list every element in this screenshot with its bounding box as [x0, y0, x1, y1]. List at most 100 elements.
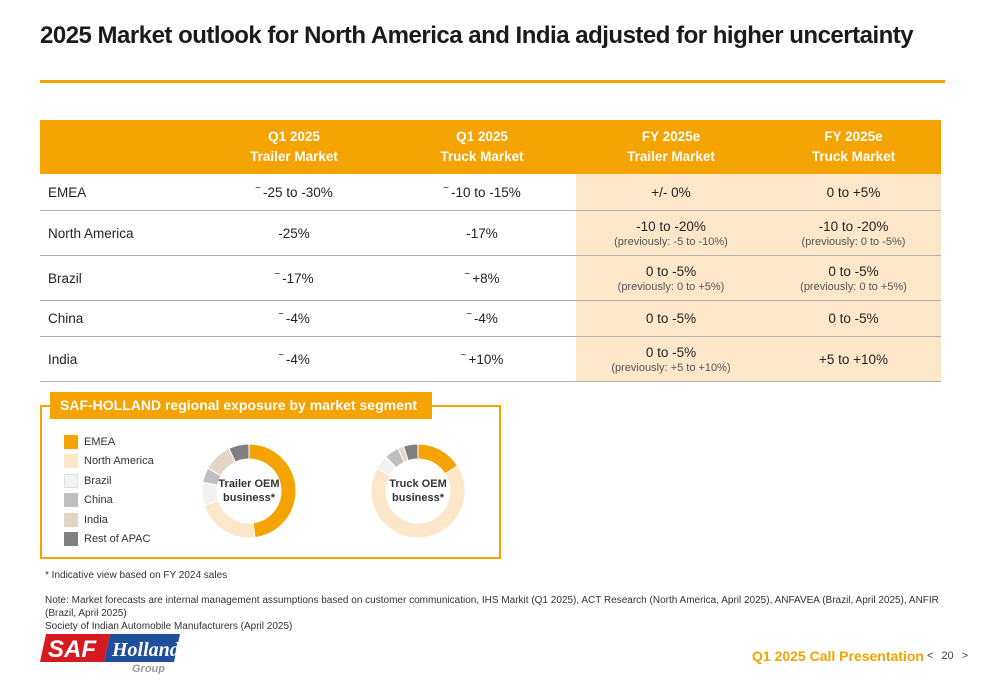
approx-symbol: ~	[466, 309, 472, 320]
header-fy-truck: FY 2025e Truck Market	[766, 120, 941, 174]
cell-region: China	[40, 301, 200, 336]
value-text: -4%	[285, 351, 310, 367]
value-text: -17%	[466, 225, 498, 241]
legend-swatch	[64, 454, 78, 469]
legend-item: India	[64, 510, 154, 530]
value-line: ~ -25 to -30%	[255, 182, 333, 200]
forecast-value: 0 to -5%	[828, 311, 879, 326]
trailer-oem-donut: Trailer OEM business*	[198, 432, 300, 550]
value-text: -4%	[473, 311, 498, 326]
donut-slice-north-america	[370, 465, 466, 539]
truck-oem-donut: Truck OEM business*	[367, 432, 469, 550]
value-line: ~ +8%	[464, 268, 499, 286]
header-q1-trailer-line2: Trailer Market	[250, 149, 338, 164]
next-page-button[interactable]: >	[961, 650, 969, 662]
table-row: India ~ -4% ~ +10% 0 to -5% (previously: +5 to…	[40, 337, 941, 382]
cell-fy-truck: 0 to -5%	[766, 301, 941, 336]
value-text: -10 to -15%	[451, 184, 521, 200]
previous-forecast: (previously: 0 to +5%)	[800, 280, 907, 293]
legend-swatch	[64, 473, 78, 488]
region-label: Brazil	[48, 270, 82, 286]
header-fy-truck-line1: FY 2025e	[824, 129, 883, 144]
cell-q1-trailer: ~ -4%	[200, 337, 388, 381]
cell-region: North America	[40, 211, 200, 255]
cell-region: Brazil	[40, 256, 200, 300]
value-line: -25%	[278, 226, 310, 241]
exposure-legend: EMEA North America Brazil China India Rest of…	[64, 432, 154, 549]
legend-label: EMEA	[84, 435, 116, 448]
sources-note-line1: Note: Market forecasts are internal mana…	[45, 595, 939, 619]
approx-symbol: ~	[460, 349, 467, 361]
forecast-value: 0 to +5%	[826, 184, 881, 200]
approx-symbol: ~	[278, 349, 284, 361]
legend-label: India	[84, 513, 108, 526]
cell-q1-trailer: -25%	[200, 211, 388, 255]
header-fy-trailer: FY 2025e Trailer Market	[576, 120, 766, 174]
cell-region: EMEA	[40, 174, 200, 210]
value-line: ~ -17%	[274, 268, 313, 286]
legend-label: Brazil	[84, 474, 112, 487]
cell-fy-truck: +5 to +10%	[766, 337, 941, 381]
legend-swatch	[64, 512, 78, 527]
prev-page-button[interactable]: <	[927, 650, 934, 662]
forecast-value: -10 to -20%	[636, 218, 706, 234]
cell-q1-truck: ~ +10%	[388, 337, 576, 381]
table-row: North America -25% -17% -10 to -20% (previou…	[40, 211, 941, 256]
header-q1-truck: Q1 2025 Truck Market	[388, 120, 576, 174]
sources-note-line2: Society of Indian Automobile Manufacture…	[45, 621, 293, 632]
legend-item: Rest of APAC	[64, 530, 154, 550]
saf-holland-logo: SAF Holland Group	[40, 634, 181, 674]
truck-oem-label-line2: business*	[392, 492, 444, 504]
region-label: India	[48, 351, 78, 367]
sources-note: Note: Market forecasts are internal mana…	[45, 594, 945, 633]
header-fy-truck-line2: Truck Market	[811, 149, 896, 164]
region-label: China	[48, 311, 84, 326]
forecast-value: 0 to -5%	[645, 311, 697, 326]
header-region	[40, 120, 200, 174]
value-text: -25%	[278, 225, 310, 241]
trailer-oem-label: Trailer OEM business*	[198, 432, 300, 550]
market-outlook-table: Q1 2025 Trailer Market Q1 2025 Truck Mar…	[40, 120, 941, 382]
previous-forecast: (previously: 0 to +5%)	[617, 280, 725, 293]
previous-forecast: (previously: 0 to -5%)	[801, 235, 906, 248]
table-header: Q1 2025 Trailer Market Q1 2025 Truck Mar…	[40, 120, 941, 174]
approx-symbol: ~	[464, 268, 471, 280]
truck-oem-donut-chart	[370, 443, 466, 539]
page-title: 2025 Market outlook for North America an…	[40, 22, 914, 49]
legend-swatch	[64, 532, 78, 547]
trailer-oem-label-line2: business*	[223, 492, 275, 504]
table-row: EMEA ~ -25 to -30% ~ -10 to -15% +/- 0% 0 to +…	[40, 174, 941, 211]
approx-symbol: ~	[443, 182, 450, 194]
table-row: China ~ -4% ~ -4% 0 to -5% 0 to -5%	[40, 301, 941, 337]
cell-fy-truck: 0 to +5%	[766, 174, 941, 210]
forecast-value: +/- 0%	[651, 184, 691, 200]
logo-group-text: Group	[132, 663, 165, 674]
donut-slice-rest-of-apac	[402, 443, 419, 462]
trailer-oem-label-line1: Trailer OEM	[218, 478, 280, 490]
legend-item: North America	[64, 452, 154, 472]
forecast-value: 0 to -5%	[645, 263, 697, 279]
cell-q1-trailer: ~ -17%	[200, 256, 388, 300]
cell-fy-trailer: 0 to -5%	[576, 301, 766, 336]
exposure-heading: SAF-HOLLAND regional exposure by market …	[50, 392, 432, 419]
truck-oem-label-line1: Truck OEM	[389, 478, 447, 490]
presentation-title: Q1 2025 Call Presentation	[752, 648, 924, 664]
donut-slice-rest-of-apac	[228, 443, 250, 463]
title-divider	[40, 80, 945, 83]
legend-label: Rest of APAC	[84, 533, 151, 546]
logo-saf-text: SAF	[48, 636, 97, 663]
approx-symbol: ~	[255, 182, 262, 194]
cell-q1-truck: ~ -10 to -15%	[388, 174, 576, 210]
approx-symbol: ~	[274, 268, 281, 280]
legend-item: EMEA	[64, 432, 154, 452]
truck-oem-label: Truck OEM business*	[367, 432, 469, 550]
value-line: ~ -4%	[278, 349, 310, 367]
forecast-value: +5 to +10%	[818, 351, 889, 367]
value-line: -17%	[466, 226, 498, 241]
value-line: ~ -4%	[278, 309, 310, 326]
cell-fy-truck: -10 to -20% (previously: 0 to -5%)	[766, 211, 941, 255]
cell-fy-trailer: 0 to -5% (previously: +5 to +10%)	[576, 337, 766, 381]
trailer-oem-donut-chart	[201, 443, 297, 539]
cell-fy-trailer: +/- 0%	[576, 174, 766, 210]
footnote: * Indicative view based on FY 2024 sales	[45, 570, 228, 581]
